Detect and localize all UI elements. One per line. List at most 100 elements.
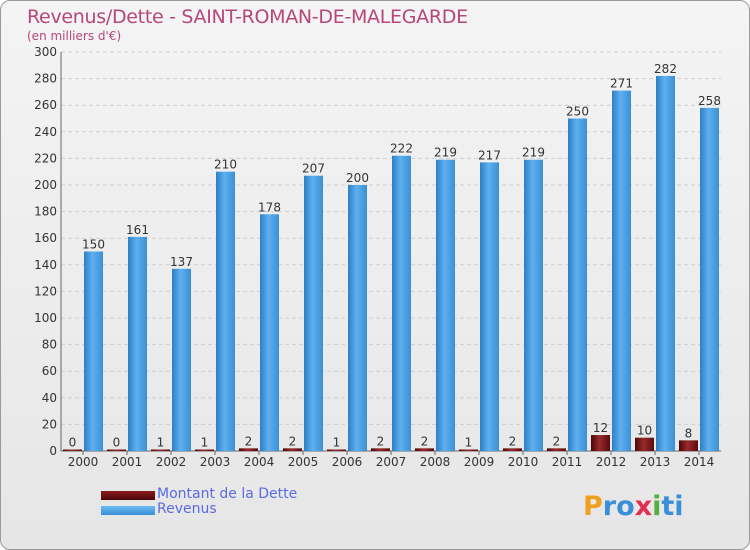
data-label-revenus: 219 xyxy=(522,146,545,160)
bar-revenus xyxy=(700,107,719,452)
y-tick-label: 260 xyxy=(34,98,57,112)
chart-subtitle: (en milliers d'€) xyxy=(27,29,122,43)
y-tick-label: 280 xyxy=(34,72,57,86)
data-label-dette: 2 xyxy=(509,434,517,448)
bar-dette xyxy=(283,448,302,451)
data-label-revenus: 137 xyxy=(170,255,193,269)
data-label-dette: 1 xyxy=(201,436,209,450)
bar-dette xyxy=(195,449,214,451)
data-label-revenus: 150 xyxy=(82,238,105,252)
bar-dette xyxy=(547,448,566,451)
data-label-dette: 0 xyxy=(113,436,121,450)
data-label-revenus: 207 xyxy=(302,162,325,176)
data-label-dette: 1 xyxy=(333,436,341,450)
bar-revenus xyxy=(84,251,103,451)
labels-layer: 0204060801001201401601802002202402602803… xyxy=(34,45,721,469)
x-tick-label: 2013 xyxy=(640,455,671,469)
y-tick-label: 300 xyxy=(34,45,57,59)
bar-revenus xyxy=(568,118,587,451)
logo-letter: x xyxy=(634,491,653,522)
bar-revenus xyxy=(172,268,191,451)
data-label-revenus: 217 xyxy=(478,148,501,162)
bar-dette xyxy=(459,449,478,451)
data-label-dette: 10 xyxy=(637,424,652,438)
logo-letter: i xyxy=(674,491,684,522)
bar-dette xyxy=(503,448,522,451)
y-tick-label: 220 xyxy=(34,151,57,165)
x-tick-label: 2004 xyxy=(244,455,275,469)
bar-revenus xyxy=(128,236,147,451)
data-label-dette: 2 xyxy=(553,434,561,448)
bar-dette xyxy=(151,449,170,451)
data-label-dette: 1 xyxy=(157,436,165,450)
bar-dette xyxy=(239,448,258,451)
y-tick-label: 40 xyxy=(42,391,57,405)
bars-layer xyxy=(63,75,719,452)
data-label-revenus: 178 xyxy=(258,200,281,214)
bar-dette xyxy=(327,449,346,451)
data-label-revenus: 219 xyxy=(434,146,457,160)
bar-revenus xyxy=(392,155,411,452)
data-label-dette: 0 xyxy=(69,436,77,450)
data-label-revenus: 271 xyxy=(610,77,633,91)
proxiti-logo: Proxiti xyxy=(583,491,684,522)
y-tick-label: 140 xyxy=(34,258,57,272)
bar-revenus xyxy=(480,162,499,451)
data-label-dette: 2 xyxy=(377,434,385,448)
x-tick-label: 2002 xyxy=(156,455,187,469)
y-tick-label: 0 xyxy=(49,444,57,458)
x-tick-label: 2003 xyxy=(200,455,231,469)
y-tick-label: 120 xyxy=(34,284,57,298)
chart-title: Revenus/Dette - SAINT-ROMAN-DE-MALEGARDE xyxy=(27,6,468,28)
data-label-revenus: 250 xyxy=(566,105,589,119)
x-tick-label: 2008 xyxy=(420,455,451,469)
bar-revenus xyxy=(216,171,235,451)
legend-swatch-revenus xyxy=(101,506,155,515)
bar-revenus xyxy=(260,214,279,451)
data-label-revenus: 222 xyxy=(390,142,413,156)
bar-revenus xyxy=(304,175,323,451)
data-label-dette: 2 xyxy=(245,434,253,448)
x-tick-label: 2001 xyxy=(112,455,143,469)
data-label-dette: 8 xyxy=(685,426,693,440)
bar-revenus xyxy=(436,159,455,452)
y-tick-label: 200 xyxy=(34,178,57,192)
data-label-revenus: 210 xyxy=(214,158,237,172)
legend-label-revenus: Revenus xyxy=(157,501,217,517)
bar-dette xyxy=(63,449,82,451)
bar-revenus xyxy=(348,185,367,451)
x-tick-label: 2011 xyxy=(552,455,583,469)
logo-letter: P xyxy=(583,491,603,522)
bar-dette xyxy=(591,435,610,451)
data-label-dette: 2 xyxy=(289,434,297,448)
data-label-dette: 1 xyxy=(465,436,473,450)
data-label-revenus: 282 xyxy=(654,62,677,76)
x-tick-label: 2000 xyxy=(68,455,99,469)
logo-letter: i xyxy=(652,491,662,522)
bar-dette xyxy=(635,437,654,451)
y-tick-label: 60 xyxy=(42,364,57,378)
legend-label-dette: Montant de la Dette xyxy=(157,486,298,502)
x-tick-label: 2012 xyxy=(596,455,627,469)
x-tick-label: 2010 xyxy=(508,455,539,469)
data-label-dette: 2 xyxy=(421,434,429,448)
x-tick-label: 2005 xyxy=(288,455,319,469)
data-label-dette: 12 xyxy=(593,421,608,435)
bar-revenus xyxy=(612,90,631,451)
y-tick-label: 100 xyxy=(34,311,57,325)
bar-dette xyxy=(679,440,698,451)
bar-dette xyxy=(107,449,126,451)
bar-dette xyxy=(415,448,434,451)
legend-swatch-dette xyxy=(101,491,155,500)
x-tick-label: 2007 xyxy=(376,455,407,469)
x-tick-label: 2014 xyxy=(684,455,715,469)
x-tick-label: 2006 xyxy=(332,455,363,469)
bar-dette xyxy=(371,448,390,451)
y-tick-label: 180 xyxy=(34,205,57,219)
data-label-revenus: 200 xyxy=(346,171,369,185)
logo-letter: o xyxy=(616,491,635,522)
data-label-revenus: 258 xyxy=(698,94,721,108)
y-tick-label: 160 xyxy=(34,231,57,245)
